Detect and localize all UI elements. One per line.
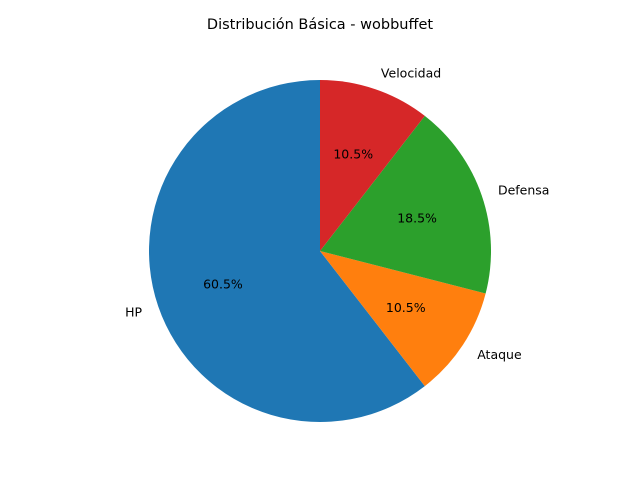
chart-title: Distribución Básica - wobbuffet [207,17,433,33]
slice-velocidad [320,80,425,251]
pie-labels: HP 60.5% Ataque 10.5% Defensa 18.5% Velocidad 1… [125,66,549,362]
slice-label-velocidad: Velocidad [381,66,441,81]
percent-label-ataque: 10.5% [386,300,426,315]
slice-ataque [320,251,486,387]
percent-label-hp: 60.5% [203,277,243,292]
slice-label-defensa: Defensa [498,183,550,198]
pie-slices [149,80,492,423]
slice-defensa [320,115,492,294]
slice-hp [149,80,425,423]
percent-label-defensa: 18.5% [397,210,437,225]
slice-label-hp: HP [125,304,142,319]
slice-label-ataque: Ataque [477,347,522,362]
percent-label-velocidad: 10.5% [333,146,373,161]
